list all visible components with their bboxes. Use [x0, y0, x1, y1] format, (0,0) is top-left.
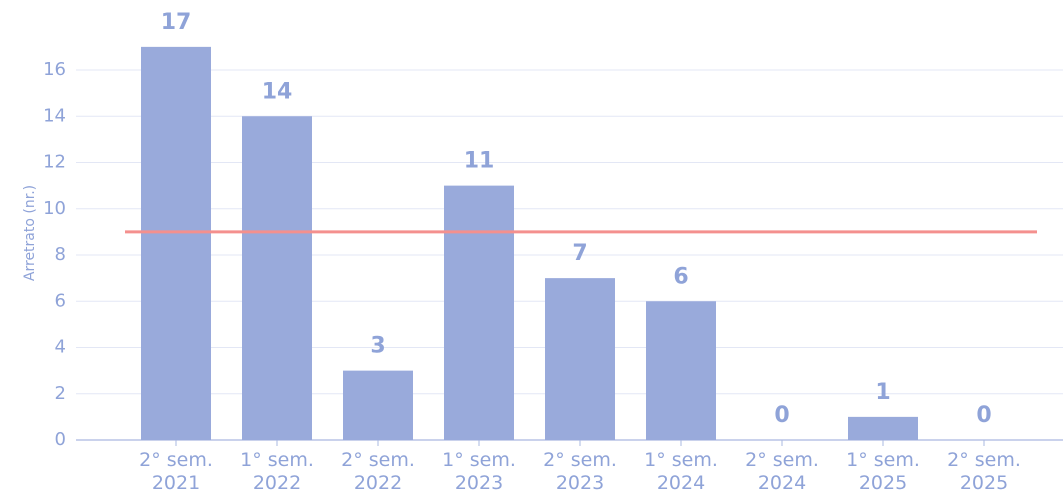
- x-tick-label: 1° sem. 2025: [846, 449, 920, 494]
- x-tick-label: 1° sem. 2024: [644, 449, 718, 494]
- value-label: 6: [673, 264, 688, 289]
- y-tick-label: 12: [43, 152, 66, 173]
- bar: [444, 185, 514, 440]
- value-label: 1: [875, 380, 890, 405]
- y-axis-label: Arretrato (nr.): [22, 185, 38, 281]
- x-tick-label: 2° sem. 2023: [543, 449, 617, 494]
- x-tick-label: 2° sem. 2024: [745, 449, 819, 494]
- bar: [646, 301, 716, 440]
- value-label: 11: [464, 149, 495, 174]
- y-tick-label: 14: [43, 105, 66, 126]
- value-label: 0: [774, 403, 789, 428]
- y-tick-label: 4: [55, 337, 66, 358]
- x-tick-label: 2° sem. 2021: [139, 449, 213, 494]
- value-label: 14: [262, 79, 293, 104]
- y-tick-label: 2: [55, 383, 66, 404]
- value-label: 17: [161, 10, 192, 35]
- bar: [343, 370, 413, 440]
- value-label: 3: [370, 334, 385, 359]
- y-tick-label: 10: [43, 198, 66, 219]
- x-tick-label: 1° sem. 2022: [240, 449, 314, 494]
- x-tick-label: 1° sem. 2023: [442, 449, 516, 494]
- y-tick-label: 16: [43, 59, 66, 80]
- bar: [848, 416, 918, 440]
- x-tick-label: 2° sem. 2022: [341, 449, 415, 494]
- bar: [545, 278, 615, 440]
- bar: [242, 116, 312, 440]
- x-tick-label: 2° sem. 2025: [947, 449, 1021, 494]
- value-label: 7: [572, 241, 587, 266]
- bar: [141, 46, 211, 440]
- y-tick-label: 0: [55, 429, 66, 450]
- y-tick-label: 8: [55, 244, 66, 265]
- value-label: 0: [976, 403, 991, 428]
- y-tick-label: 6: [55, 290, 66, 311]
